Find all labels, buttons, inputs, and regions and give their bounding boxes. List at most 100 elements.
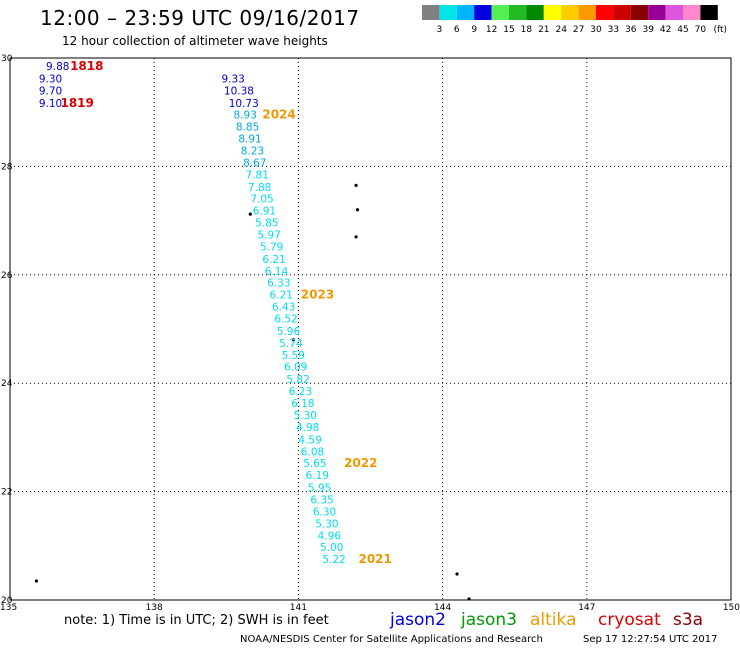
wave-height-value: 4.96 <box>318 530 342 542</box>
wave-height-value: 6.30 <box>313 506 336 518</box>
pass-label: 2024 <box>262 108 295 122</box>
island-marker <box>455 572 459 576</box>
colorbar-swatch <box>700 5 718 20</box>
map-title: 12:00 – 23:59 UTC 09/16/2017 <box>40 6 360 30</box>
wave-height-value: 6.35 <box>310 495 333 507</box>
wave-height-value: 4.59 <box>298 434 321 446</box>
colorbar-label: 33 <box>608 25 619 35</box>
wave-height-value: 5.00 <box>320 542 343 554</box>
island-marker <box>354 235 358 239</box>
wave-height-value: 6.21 <box>270 290 293 302</box>
colorbar-label: 3 <box>437 25 443 35</box>
wave-height-value: 8.67 <box>243 157 266 169</box>
wave-height-value: 6.21 <box>262 254 285 266</box>
colorbar-label: 45 <box>677 25 688 35</box>
colorbar-swatch <box>526 5 544 20</box>
colorbar-swatch <box>474 5 492 20</box>
island-marker <box>291 338 296 342</box>
colorbar-label: 18 <box>521 25 533 35</box>
wave-height-value: 8.23 <box>241 145 264 157</box>
wave-height-value: 5.85 <box>255 218 278 230</box>
wave-height-value: 8.93 <box>234 110 257 122</box>
wave-height-value: 5.65 <box>303 458 326 470</box>
wave-height-value: 5.74 <box>279 338 303 350</box>
colorbar-label: 27 <box>573 25 584 35</box>
lat-tick-label: 28 <box>1 162 13 172</box>
lat-tick-label: 20 <box>1 596 13 606</box>
colorbar-swatch <box>613 5 631 20</box>
lon-tick-label: 135 <box>0 603 17 612</box>
legend-jason2: jason2 <box>390 610 446 630</box>
wave-height-value: 4.98 <box>296 422 319 434</box>
wave-height-value: 5.30 <box>315 518 338 530</box>
wave-height-value: 7.81 <box>246 169 269 181</box>
altimeter-map: 135 138 141 144 147 1502022242628309.889.309.… <box>0 54 740 612</box>
legend-altika: altika <box>530 610 577 630</box>
legend-cryosat: cryosat <box>598 610 661 630</box>
map-frame <box>9 57 732 601</box>
island-marker <box>354 183 358 187</box>
credit-line: NOAA/NESDIS Center for Satellite Applica… <box>240 634 543 645</box>
lat-tick-label: 26 <box>1 271 13 281</box>
colorbar-swatch <box>596 5 614 20</box>
wave-height-value: 6.14 <box>265 266 289 278</box>
colorbar-label: 70 <box>695 25 707 35</box>
wave-height-value: 6.19 <box>306 470 329 482</box>
colorbar-unit: (ft) <box>713 25 727 35</box>
pass-label: 2023 <box>301 288 334 302</box>
wave-height-value: 8.91 <box>238 134 261 146</box>
wave-height-value: 6.18 <box>291 398 314 410</box>
colorbar-label: 24 <box>555 25 567 35</box>
wave-height-value: 7.88 <box>248 182 271 194</box>
wave-height-value: 9.88 <box>46 61 69 73</box>
colorbar-label: 30 <box>590 25 602 35</box>
wave-height-value: 6.43 <box>272 302 295 314</box>
pass-label: 1818 <box>70 59 103 73</box>
island-marker <box>467 597 471 601</box>
lon-tick-label: 150 <box>723 603 740 612</box>
colorbar-label: 42 <box>660 25 671 35</box>
map-subtitle: 12 hour collection of altimeter wave hei… <box>62 34 328 48</box>
lat-tick-label: 24 <box>1 379 13 389</box>
wave-height-value: 6.52 <box>274 313 297 325</box>
wave-height-value: 5.97 <box>258 229 281 241</box>
wave-height-colorbar: 3 6 9 12 15 18 21 24 27 30 33 36 39 42 45 70 (ft) <box>422 5 727 35</box>
colorbar-swatch <box>543 5 562 20</box>
pass-label: 2022 <box>344 456 377 470</box>
lon-tick-label: 138 <box>146 603 163 612</box>
colorbar-label: 39 <box>642 25 654 35</box>
colorbar-label: 9 <box>471 25 477 35</box>
wave-height-value: 9.70 <box>39 85 62 97</box>
legend-jason3: jason3 <box>461 610 517 630</box>
wave-height-value: 10.73 <box>229 98 259 110</box>
wave-height-value: 6.91 <box>253 206 276 218</box>
colorbar-swatch <box>561 5 579 20</box>
island-marker <box>248 212 252 216</box>
colorbar-label: 6 <box>454 25 460 35</box>
lon-tick-label: 144 <box>434 603 451 612</box>
lon-tick-label: 147 <box>578 603 595 612</box>
colorbar-swatch <box>648 5 666 20</box>
wave-height-value: 5.95 <box>308 483 331 495</box>
island-marker <box>355 208 360 212</box>
pass-label: 1819 <box>60 96 93 110</box>
wave-height-value: 6.09 <box>284 362 307 374</box>
colorbar-label: 15 <box>503 25 514 35</box>
colorbar-swatch <box>665 5 683 20</box>
colorbar-swatch <box>422 5 440 20</box>
wave-height-value: 5.22 <box>322 554 345 566</box>
footnote: note: 1) Time is in UTC; 2) SWH is in fe… <box>64 613 329 628</box>
legend-s3a: s3a <box>673 610 704 630</box>
wave-height-value: 5.96 <box>277 326 301 338</box>
wave-height-value: 5.82 <box>286 374 309 386</box>
wave-height-value: 6.23 <box>289 386 312 398</box>
colorbar-swatch <box>630 5 649 20</box>
colorbar-label: 36 <box>625 25 637 35</box>
wave-height-value: 7.05 <box>250 194 273 206</box>
colorbar-swatch <box>683 5 701 20</box>
wave-height-value: 10.38 <box>224 85 254 97</box>
wave-height-value: 9.33 <box>221 73 244 85</box>
lon-tick-label: 141 <box>290 603 307 612</box>
colorbar-swatch <box>509 5 527 20</box>
colorbar-label: 21 <box>538 25 549 35</box>
